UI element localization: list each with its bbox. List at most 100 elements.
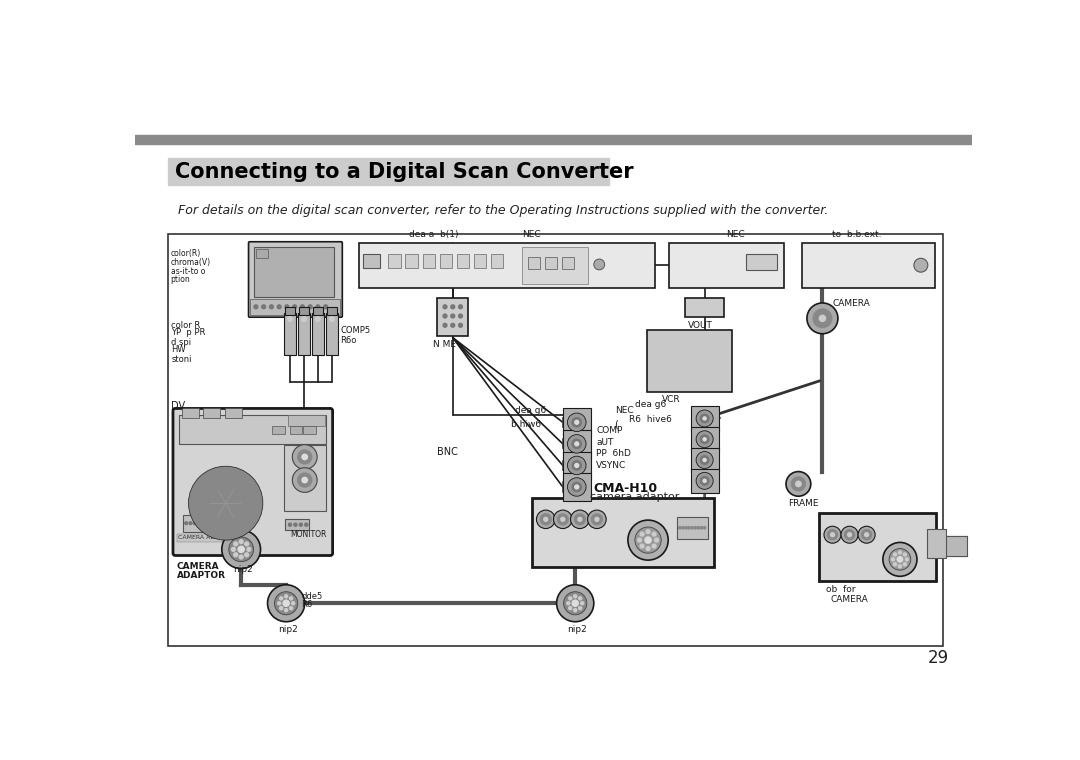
Circle shape <box>786 471 811 496</box>
Circle shape <box>627 520 669 560</box>
Circle shape <box>703 417 706 420</box>
Circle shape <box>329 317 334 321</box>
Circle shape <box>893 562 896 565</box>
Text: dde5: dde5 <box>301 592 323 600</box>
Circle shape <box>567 435 586 453</box>
Bar <box>528 257 540 269</box>
Bar <box>256 249 268 258</box>
Circle shape <box>572 483 581 492</box>
Circle shape <box>193 522 197 524</box>
Circle shape <box>221 530 260 568</box>
Bar <box>389 255 401 268</box>
Bar <box>177 534 235 542</box>
Circle shape <box>294 523 297 526</box>
Circle shape <box>578 518 582 521</box>
Bar <box>691 427 718 451</box>
Bar <box>298 313 310 356</box>
Text: YP  p PR: YP p PR <box>172 328 206 337</box>
Circle shape <box>897 556 903 562</box>
Bar <box>285 307 295 315</box>
Circle shape <box>274 592 298 615</box>
Circle shape <box>211 522 213 524</box>
Circle shape <box>820 315 825 321</box>
Circle shape <box>556 584 594 622</box>
Circle shape <box>289 606 293 610</box>
Circle shape <box>700 456 708 464</box>
Circle shape <box>315 317 321 321</box>
Circle shape <box>240 540 243 543</box>
Text: b hiw6: b hiw6 <box>511 420 541 429</box>
Text: CAMERA: CAMERA <box>833 299 870 309</box>
Bar <box>457 255 469 268</box>
Circle shape <box>703 527 706 529</box>
Text: to  b.b.ext.: to b.b.ext. <box>833 230 882 239</box>
Bar <box>254 247 334 297</box>
Text: COMP5: COMP5 <box>340 326 370 335</box>
Circle shape <box>280 597 283 600</box>
Text: as-it-to o: as-it-to o <box>171 267 205 276</box>
Circle shape <box>316 305 320 309</box>
Circle shape <box>459 314 462 318</box>
Circle shape <box>284 609 287 612</box>
Bar <box>545 257 557 269</box>
Circle shape <box>233 553 238 557</box>
Circle shape <box>882 543 917 576</box>
Circle shape <box>284 595 287 598</box>
Text: chroma(V): chroma(V) <box>171 258 211 267</box>
Text: ADAPTOR: ADAPTOR <box>177 571 226 580</box>
Circle shape <box>698 527 700 529</box>
Text: N ME: N ME <box>433 340 457 349</box>
Circle shape <box>233 542 238 546</box>
Circle shape <box>703 480 706 483</box>
Circle shape <box>841 526 859 543</box>
Circle shape <box>796 481 801 486</box>
Bar <box>284 313 296 356</box>
Circle shape <box>287 317 293 321</box>
Circle shape <box>652 544 656 548</box>
Bar <box>691 468 718 493</box>
Circle shape <box>278 305 281 309</box>
Bar <box>647 330 732 391</box>
Circle shape <box>827 530 837 540</box>
Circle shape <box>646 530 650 534</box>
Bar <box>299 307 309 315</box>
Circle shape <box>215 492 237 514</box>
Text: ob  for: ob for <box>826 584 855 594</box>
Circle shape <box>300 305 305 309</box>
Bar <box>181 408 199 418</box>
Text: dea g6: dea g6 <box>515 406 546 415</box>
Circle shape <box>283 600 289 606</box>
Circle shape <box>215 522 217 524</box>
Circle shape <box>579 597 582 600</box>
Circle shape <box>308 305 312 309</box>
Circle shape <box>450 323 455 328</box>
Circle shape <box>189 522 192 524</box>
Text: R6o: R6o <box>340 336 356 345</box>
Text: camera adaptor: camera adaptor <box>590 492 679 502</box>
Circle shape <box>572 461 581 470</box>
Circle shape <box>573 595 577 598</box>
Text: BNC: BNC <box>437 447 458 457</box>
Circle shape <box>845 530 854 540</box>
Circle shape <box>207 485 244 521</box>
Bar <box>563 473 591 501</box>
Circle shape <box>299 523 302 526</box>
Text: CMA-H10: CMA-H10 <box>594 483 658 496</box>
Bar <box>563 408 591 436</box>
Text: CAMERA: CAMERA <box>831 595 868 603</box>
Text: nip2: nip2 <box>233 565 253 574</box>
Circle shape <box>537 510 555 528</box>
Circle shape <box>450 314 455 318</box>
Circle shape <box>557 514 568 524</box>
Bar <box>801 243 935 287</box>
Circle shape <box>540 514 551 524</box>
Text: R6  hive6: R6 hive6 <box>630 415 673 423</box>
Circle shape <box>595 518 598 521</box>
Text: NEC: NEC <box>616 406 634 415</box>
Bar <box>944 537 968 556</box>
Circle shape <box>865 533 868 537</box>
Circle shape <box>289 597 293 600</box>
Circle shape <box>575 420 579 424</box>
Circle shape <box>288 523 292 526</box>
Bar <box>746 255 778 270</box>
